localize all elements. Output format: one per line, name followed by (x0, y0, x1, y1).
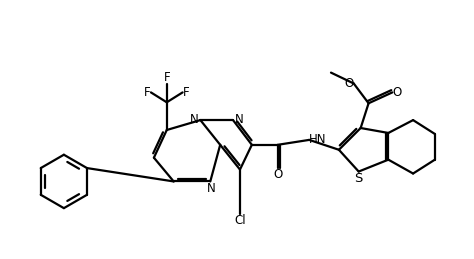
Text: HN: HN (309, 133, 327, 146)
Text: F: F (164, 71, 170, 84)
Text: N: N (235, 113, 244, 126)
Text: S: S (355, 171, 363, 185)
Text: N: N (190, 113, 199, 126)
Text: F: F (144, 86, 151, 99)
Text: Cl: Cl (234, 214, 246, 227)
Text: O: O (273, 168, 282, 181)
Text: O: O (392, 86, 401, 99)
Text: F: F (182, 86, 189, 99)
Text: N: N (207, 182, 216, 196)
Text: O: O (345, 77, 354, 90)
